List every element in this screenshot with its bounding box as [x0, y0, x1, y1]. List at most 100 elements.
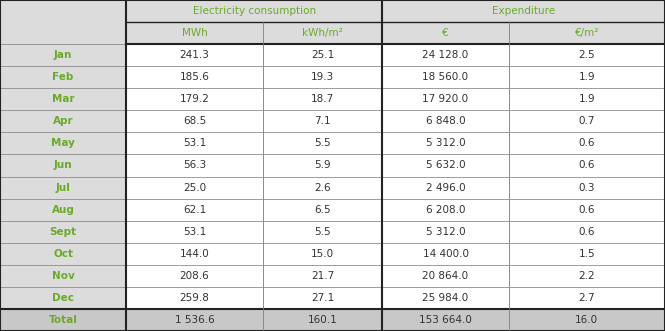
Bar	[382, 176, 509, 199]
Text: 0.6: 0.6	[579, 205, 595, 214]
Text: 2 496.0: 2 496.0	[426, 183, 466, 193]
Bar	[263, 265, 382, 287]
Text: Oct: Oct	[53, 249, 73, 259]
Text: 2.7: 2.7	[579, 293, 595, 303]
Text: 259.8: 259.8	[180, 293, 209, 303]
Text: 27.1: 27.1	[311, 293, 334, 303]
Bar	[126, 265, 263, 287]
Bar	[509, 221, 665, 243]
Bar	[509, 176, 665, 199]
Text: 160.1: 160.1	[308, 315, 337, 325]
Text: Jun: Jun	[54, 161, 72, 170]
Text: 0.6: 0.6	[579, 227, 595, 237]
Text: 6 208.0: 6 208.0	[426, 205, 466, 214]
Bar	[126, 132, 263, 155]
Bar	[126, 44, 263, 66]
Bar	[263, 309, 382, 331]
Bar	[509, 110, 665, 132]
Text: 16.0: 16.0	[575, 315, 598, 325]
Text: 25.0: 25.0	[183, 183, 206, 193]
Text: 6 848.0: 6 848.0	[426, 117, 466, 126]
Bar	[509, 309, 665, 331]
Text: 2.5: 2.5	[579, 50, 595, 60]
Bar	[0, 176, 126, 199]
Bar	[509, 265, 665, 287]
Text: 14 400.0: 14 400.0	[422, 249, 469, 259]
Text: 1.9: 1.9	[579, 72, 595, 82]
Bar	[382, 199, 509, 221]
Bar	[382, 0, 665, 22]
Bar	[126, 22, 263, 44]
Text: 241.3: 241.3	[180, 50, 209, 60]
Text: Apr: Apr	[53, 117, 74, 126]
Bar	[0, 309, 126, 331]
Bar	[126, 243, 263, 265]
Text: 153 664.0: 153 664.0	[419, 315, 472, 325]
Text: €: €	[442, 28, 449, 38]
Text: 1.5: 1.5	[579, 249, 595, 259]
Text: 0.6: 0.6	[579, 161, 595, 170]
Bar	[509, 243, 665, 265]
Bar	[382, 132, 509, 155]
Text: 25.1: 25.1	[311, 50, 334, 60]
Text: Electricity consumption: Electricity consumption	[193, 6, 316, 16]
Text: Total: Total	[49, 315, 78, 325]
Bar	[0, 199, 126, 221]
Bar	[126, 0, 382, 22]
Text: 7.1: 7.1	[314, 117, 331, 126]
Bar	[0, 155, 126, 176]
Text: 208.6: 208.6	[180, 271, 209, 281]
Bar	[263, 44, 382, 66]
Bar	[382, 22, 509, 44]
Text: Dec: Dec	[52, 293, 74, 303]
Bar	[263, 221, 382, 243]
Text: 5.5: 5.5	[314, 227, 331, 237]
Bar	[509, 66, 665, 88]
Bar	[382, 88, 509, 110]
Text: kWh/m²: kWh/m²	[302, 28, 343, 38]
Bar	[382, 66, 509, 88]
Text: 15.0: 15.0	[311, 249, 334, 259]
Bar	[126, 309, 263, 331]
Text: 18 560.0: 18 560.0	[422, 72, 469, 82]
Bar	[126, 221, 263, 243]
Text: 2.6: 2.6	[314, 183, 331, 193]
Bar	[509, 132, 665, 155]
Text: 68.5: 68.5	[183, 117, 206, 126]
Bar	[126, 287, 263, 309]
Text: 24 128.0: 24 128.0	[422, 50, 469, 60]
Bar	[0, 66, 126, 88]
Bar	[382, 265, 509, 287]
Bar	[126, 66, 263, 88]
Text: 179.2: 179.2	[180, 94, 209, 104]
Text: 53.1: 53.1	[183, 227, 206, 237]
Text: 20 864.0: 20 864.0	[422, 271, 469, 281]
Bar	[0, 243, 126, 265]
Bar	[126, 88, 263, 110]
Text: 0.7: 0.7	[579, 117, 595, 126]
Bar	[382, 309, 509, 331]
Text: 1 536.6: 1 536.6	[175, 315, 214, 325]
Text: 62.1: 62.1	[183, 205, 206, 214]
Text: Jul: Jul	[56, 183, 70, 193]
Text: Feb: Feb	[53, 72, 74, 82]
Bar	[263, 199, 382, 221]
Bar	[0, 0, 126, 44]
Text: 21.7: 21.7	[311, 271, 334, 281]
Bar	[0, 287, 126, 309]
Bar	[509, 44, 665, 66]
Text: Jan: Jan	[54, 50, 72, 60]
Bar	[263, 22, 382, 44]
Bar	[382, 221, 509, 243]
Text: MWh: MWh	[182, 28, 207, 38]
Text: 6.5: 6.5	[314, 205, 331, 214]
Bar	[509, 199, 665, 221]
Bar	[263, 110, 382, 132]
Bar	[509, 287, 665, 309]
Bar	[263, 176, 382, 199]
Text: 185.6: 185.6	[180, 72, 209, 82]
Text: 53.1: 53.1	[183, 138, 206, 148]
Text: 17 920.0: 17 920.0	[422, 94, 469, 104]
Text: 25 984.0: 25 984.0	[422, 293, 469, 303]
Bar	[263, 243, 382, 265]
